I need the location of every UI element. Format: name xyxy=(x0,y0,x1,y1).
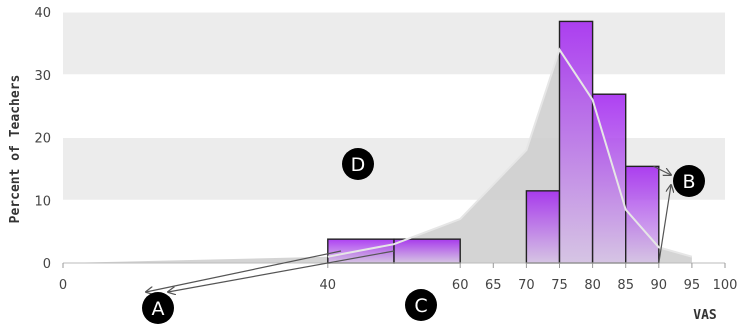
y-tick-label: 0 xyxy=(43,257,51,272)
x-tick-label: 65 xyxy=(485,278,502,293)
x-tick-label: 85 xyxy=(617,278,634,293)
y-axis-title: Percent of Teachers xyxy=(8,75,23,224)
x-tick-label: 75 xyxy=(551,278,568,293)
annotation-badge-circle xyxy=(673,165,705,197)
x-tick-label: 70 xyxy=(518,278,535,293)
annotation-badge-c: C xyxy=(405,289,437,321)
annotation-badge-label: D xyxy=(351,154,366,176)
annotation-arrow-a xyxy=(146,250,342,292)
histogram-bar-70-75 xyxy=(525,190,561,264)
histogram-bar-85-90 xyxy=(625,165,660,264)
annotation-arrow-b xyxy=(653,165,671,175)
y-tick-label: 40 xyxy=(34,6,51,21)
x-tick-label: 100 xyxy=(713,278,738,293)
annotation-arrow-b xyxy=(658,185,671,264)
histogram-bar-80-85 xyxy=(591,93,627,264)
x-tick-label: 0 xyxy=(59,278,67,293)
y-tick-label: 10 xyxy=(34,194,51,209)
annotation-arrow-a xyxy=(168,250,395,292)
annotation-badge-a: A xyxy=(142,292,174,324)
y-tick-label: 20 xyxy=(34,132,51,147)
annotation-badges: A B C D xyxy=(142,148,705,324)
x-axis-ticks: 0 40 60 65 70 75 80 85 90 95 100 xyxy=(59,263,738,293)
annotation-badge-label: C xyxy=(414,295,427,317)
plot-band xyxy=(63,12,725,75)
x-tick-label: 95 xyxy=(684,278,701,293)
x-tick-label: 90 xyxy=(651,278,668,293)
annotation-badge-label: B xyxy=(682,171,695,193)
annotation-badge-b: B xyxy=(673,165,705,197)
y-axis-ticks: 0 10 20 30 40 xyxy=(34,6,51,272)
histogram-bar-50-60 xyxy=(393,238,461,264)
distribution-curve-line xyxy=(327,47,693,258)
x-axis-title: VAS xyxy=(693,308,717,323)
y-tick-label: 30 xyxy=(34,69,51,84)
annotation-badge-label: A xyxy=(152,298,165,320)
x-tick-label: 80 xyxy=(584,278,601,293)
annotation-badge-circle xyxy=(405,289,437,321)
x-tick-label: 40 xyxy=(320,278,337,293)
x-tick-label: 60 xyxy=(452,278,469,293)
annotation-arrows xyxy=(146,165,671,292)
annotation-badge-circle xyxy=(342,148,374,180)
annotation-badge-d: D xyxy=(342,148,374,180)
annotation-badge-circle xyxy=(142,292,174,324)
